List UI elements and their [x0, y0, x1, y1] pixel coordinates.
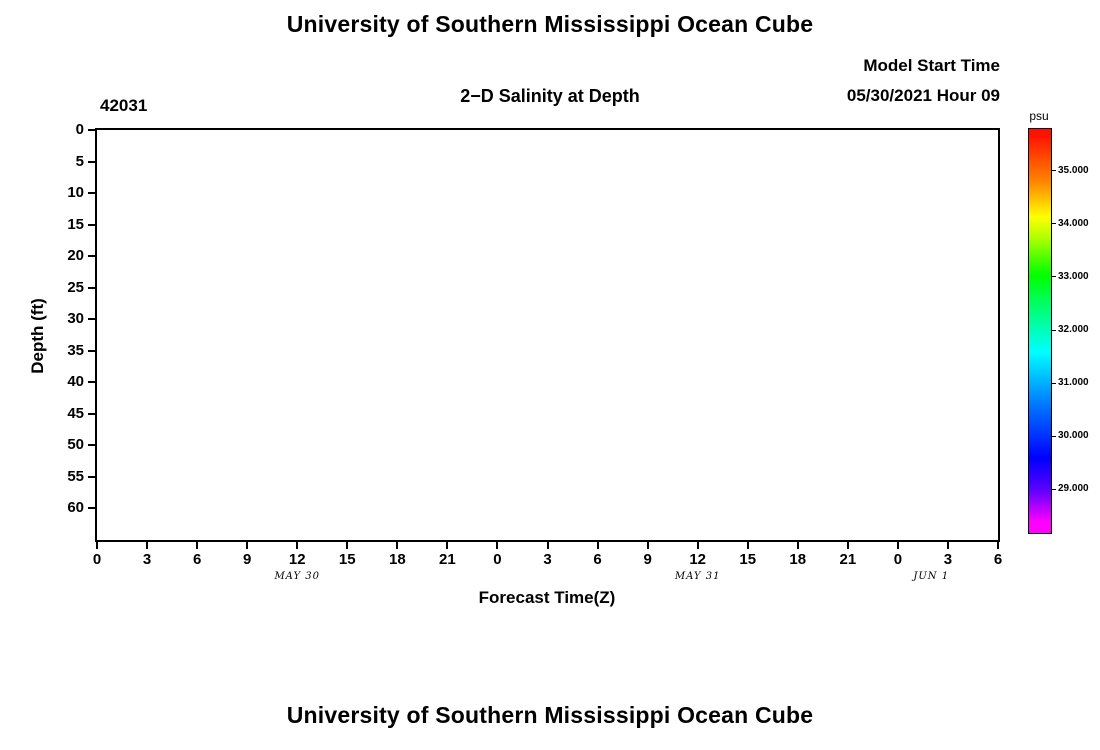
- y-tick-mark: [88, 160, 95, 163]
- y-tick-mark: [88, 475, 95, 478]
- x-tick-label: 6: [593, 551, 602, 568]
- y-tick-mark: [88, 444, 95, 447]
- y-tick-label: 0: [75, 121, 84, 138]
- colorbar-tick-mark: [1051, 276, 1056, 278]
- x-axis-date-label: MAY 30: [274, 571, 320, 582]
- x-tick-label: 6: [993, 551, 1003, 568]
- y-tick-label: 5: [75, 152, 84, 170]
- x-tick-label: 9: [643, 551, 652, 568]
- x-tick-label: 15: [338, 551, 356, 568]
- x-tick-label: 18: [388, 551, 406, 568]
- colorbar-tick-label: 35.000: [1058, 164, 1089, 176]
- x-tick-mark: [296, 542, 299, 549]
- x-tick-label: 21: [839, 551, 857, 568]
- x-tick-label: 0: [893, 551, 903, 568]
- y-tick-mark: [88, 223, 95, 226]
- plot-frame: [95, 128, 1000, 542]
- x-tick-mark: [196, 542, 199, 549]
- x-tick-label: 12: [288, 551, 306, 568]
- colorbar-tick-label: 31.000: [1058, 377, 1089, 389]
- x-tick-label: 18: [789, 551, 807, 568]
- colorbar-tick-mark: [1051, 488, 1056, 490]
- y-tick-label: 50: [67, 436, 84, 454]
- y-tick-label: 35: [67, 341, 84, 359]
- y-tick-mark: [88, 381, 95, 384]
- colorbar-tick-label: 29.000: [1058, 483, 1089, 495]
- y-tick-mark: [88, 318, 95, 321]
- y-tick-label: 10: [67, 184, 84, 202]
- page-title-bottom: University of Southern Mississippi Ocean…: [286, 702, 814, 728]
- x-tick-mark: [796, 542, 799, 549]
- plot-subtitle: 2−D Salinity at Depth: [460, 86, 640, 106]
- x-tick-mark: [646, 542, 649, 549]
- x-tick-label: 15: [739, 551, 757, 568]
- colorbar-tick-label: 32.000: [1058, 324, 1089, 335]
- y-tick-label: 25: [67, 278, 84, 296]
- colorbar-tick-mark: [1051, 170, 1056, 172]
- y-tick-label: 30: [67, 310, 84, 328]
- x-axis-title: Forecast Time(Z): [478, 588, 616, 607]
- y-tick-mark: [88, 255, 95, 258]
- colorbar: [1028, 128, 1052, 534]
- y-tick-label: 15: [67, 215, 84, 233]
- x-tick-mark: [546, 542, 549, 549]
- x-axis-date-label: JUN 1: [913, 571, 950, 582]
- x-tick-mark: [746, 542, 749, 549]
- station-id: 42031: [100, 96, 148, 115]
- y-tick-label: 60: [67, 499, 84, 517]
- model-start-label: Model Start Time: [863, 56, 1000, 75]
- colorbar-tick-mark: [1051, 382, 1056, 384]
- x-tick-mark: [896, 542, 899, 549]
- x-tick-mark: [446, 542, 449, 549]
- x-tick-label: 21: [439, 551, 456, 568]
- x-tick-label: 3: [543, 551, 552, 568]
- x-tick-mark: [246, 542, 249, 549]
- y-tick-mark: [88, 129, 95, 131]
- y-tick-mark: [88, 192, 95, 195]
- colorbar-tick-label: 33.000: [1058, 270, 1089, 282]
- x-tick-label: 9: [242, 551, 252, 568]
- x-tick-label: 12: [689, 551, 706, 568]
- x-tick-mark: [396, 542, 399, 549]
- y-tick-label: 55: [67, 467, 84, 485]
- y-tick-mark: [88, 412, 95, 415]
- x-tick-mark: [96, 542, 98, 549]
- colorbar-tick-mark: [1051, 435, 1056, 437]
- x-axis-date-label: MAY 31: [674, 571, 721, 582]
- model-start-value: 05/30/2021 Hour 09: [846, 86, 1000, 105]
- x-tick-mark: [696, 542, 699, 549]
- model-start-header: Model Start Time 05/30/2021 Hour 09: [847, 56, 1000, 116]
- x-tick-label: 6: [192, 551, 202, 568]
- x-tick-label: 3: [142, 551, 152, 568]
- colorbar-tick-label: 34.000: [1058, 217, 1089, 229]
- colorbar-unit-label: psu: [1029, 109, 1049, 123]
- y-tick-mark: [88, 286, 95, 289]
- x-tick-mark: [346, 542, 349, 549]
- colorbar-tick-label: 30.000: [1058, 430, 1089, 442]
- y-axis-title: Depth (ft): [28, 298, 47, 374]
- colorbar-tick-mark: [1051, 223, 1056, 225]
- x-tick-label: 3: [943, 551, 953, 568]
- x-tick-label: 0: [92, 551, 102, 568]
- y-tick-label: 40: [67, 373, 84, 391]
- x-tick-mark: [997, 542, 999, 549]
- y-tick-mark: [88, 507, 95, 510]
- x-tick-mark: [596, 542, 599, 549]
- x-tick-mark: [146, 542, 149, 549]
- y-tick-label: 20: [67, 247, 84, 265]
- x-tick-mark: [846, 542, 849, 549]
- y-tick-label: 45: [67, 404, 84, 422]
- y-tick-mark: [88, 349, 95, 352]
- colorbar-tick-mark: [1051, 329, 1056, 331]
- x-tick-label: 0: [493, 551, 502, 568]
- page-title: University of Southern Mississippi Ocean…: [286, 11, 814, 37]
- x-tick-mark: [496, 542, 499, 549]
- x-tick-mark: [946, 542, 949, 549]
